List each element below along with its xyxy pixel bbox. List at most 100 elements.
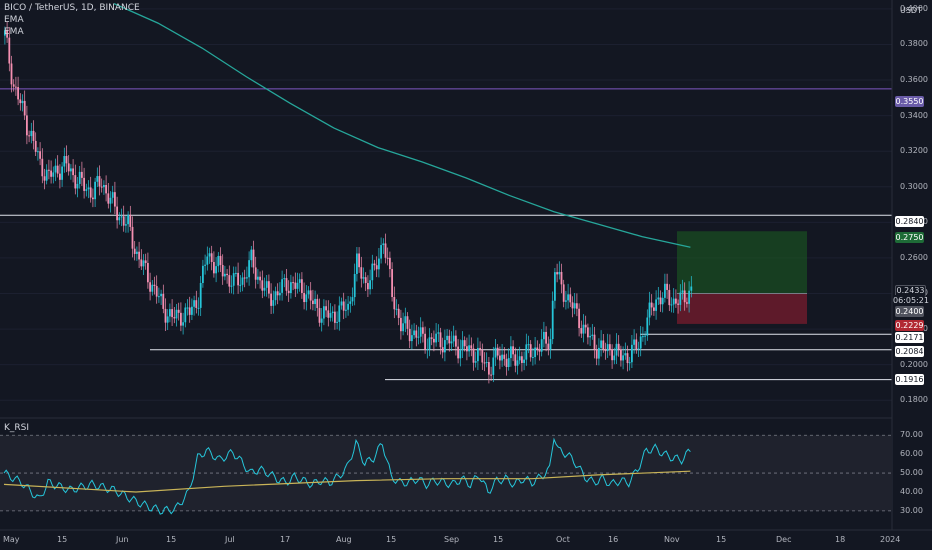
candle-body xyxy=(565,300,567,302)
time-tick-label: 15 xyxy=(716,535,727,544)
candle-body xyxy=(67,163,70,172)
candle-body xyxy=(270,293,272,306)
candle-body xyxy=(268,281,270,294)
candle-body xyxy=(243,277,246,279)
candle-body xyxy=(452,335,455,342)
candle-body xyxy=(510,346,512,359)
candle-body xyxy=(468,345,470,352)
candle-body xyxy=(540,339,543,352)
candle-body xyxy=(395,308,398,310)
rsi-tick-label: 60.00 xyxy=(900,449,923,459)
time-tick-label: Oct xyxy=(556,535,570,544)
candle-body xyxy=(578,308,580,329)
candle-body xyxy=(10,63,13,85)
candle-body xyxy=(116,206,118,221)
candle-body xyxy=(283,278,286,280)
candle-body xyxy=(406,316,409,329)
candle-body xyxy=(474,361,477,363)
candle-body xyxy=(485,362,488,364)
candle-body xyxy=(681,290,684,293)
candle-body xyxy=(633,339,635,345)
candle-body xyxy=(507,358,510,368)
candle-body xyxy=(527,344,530,346)
candle-body xyxy=(221,264,224,277)
candle-body xyxy=(17,87,19,100)
candle-body xyxy=(562,284,565,302)
candle-body xyxy=(606,344,609,352)
candle-body xyxy=(547,343,550,350)
candle-body xyxy=(160,293,162,297)
candle-body xyxy=(584,324,587,328)
upper-level-tag: 0.2840 xyxy=(895,216,924,227)
candle-body xyxy=(144,260,147,263)
candle-body xyxy=(175,309,178,319)
candle-body xyxy=(21,100,24,104)
target-tag: 0.2750 xyxy=(895,232,924,243)
position-zones[interactable] xyxy=(677,231,807,324)
candle-body xyxy=(186,307,189,309)
currency-label[interactable]: USDT xyxy=(900,6,922,15)
candle-body xyxy=(356,253,358,274)
candle-body xyxy=(65,156,68,164)
candle-body xyxy=(435,333,437,343)
candle-body xyxy=(265,281,268,288)
candle-body xyxy=(353,273,356,298)
candle-body xyxy=(76,183,79,189)
candle-body xyxy=(653,307,655,311)
candle-body xyxy=(538,349,541,352)
candle-body xyxy=(569,294,572,303)
candle-body xyxy=(576,303,578,309)
horizontal-levels[interactable] xyxy=(0,88,892,381)
candle-body xyxy=(351,297,354,302)
candle-body xyxy=(307,290,310,295)
candle-body xyxy=(184,307,187,323)
candle-body xyxy=(479,347,481,351)
candle-body xyxy=(285,278,288,291)
symbol-title[interactable]: BICO / TetherUS, 1D, BINANCE xyxy=(4,3,140,13)
candle-body xyxy=(490,374,492,376)
price-tick-label: 0.3000 xyxy=(900,181,928,191)
candle-body xyxy=(373,263,376,266)
candle-body xyxy=(109,197,112,204)
candle-body xyxy=(518,356,521,361)
candle-body xyxy=(534,347,536,358)
candle-body xyxy=(437,332,440,334)
candle-body xyxy=(312,300,314,305)
ema-legend-2[interactable]: EMA xyxy=(4,27,24,37)
candle-body xyxy=(659,297,662,305)
candle-body xyxy=(444,340,446,353)
candle-body xyxy=(536,347,539,350)
candle-body xyxy=(503,354,506,359)
candle-body xyxy=(213,261,215,274)
candle-body xyxy=(125,224,127,226)
candle-body xyxy=(45,169,48,181)
candle-body xyxy=(419,327,422,337)
candle-body xyxy=(573,303,576,309)
candle-body xyxy=(241,277,244,285)
candle-body xyxy=(626,353,629,364)
candle-body xyxy=(131,226,134,249)
candle-body xyxy=(554,272,556,301)
time-tick-label: 2024 xyxy=(880,535,901,544)
candle-body xyxy=(461,340,464,351)
ema-legend-1[interactable]: EMA xyxy=(4,15,24,25)
candle-body xyxy=(347,303,349,310)
candle-body xyxy=(604,349,607,352)
candle-body xyxy=(224,273,226,277)
candle-body xyxy=(19,99,22,104)
time-tick-label: 15 xyxy=(57,535,68,544)
candle-body xyxy=(98,176,101,187)
candle-body xyxy=(655,299,657,311)
rsi-pane xyxy=(0,434,892,515)
candle-body xyxy=(646,317,649,336)
time-tick-label: 15 xyxy=(166,535,177,544)
candle-body xyxy=(43,176,46,181)
rsi-ma-line xyxy=(3,470,691,493)
target-zone xyxy=(677,231,807,294)
candle-body xyxy=(411,335,413,342)
candle-body xyxy=(180,312,182,326)
candle-body xyxy=(301,279,303,293)
candle-body xyxy=(369,280,371,290)
rsi-legend[interactable]: K_RSI xyxy=(4,423,30,433)
